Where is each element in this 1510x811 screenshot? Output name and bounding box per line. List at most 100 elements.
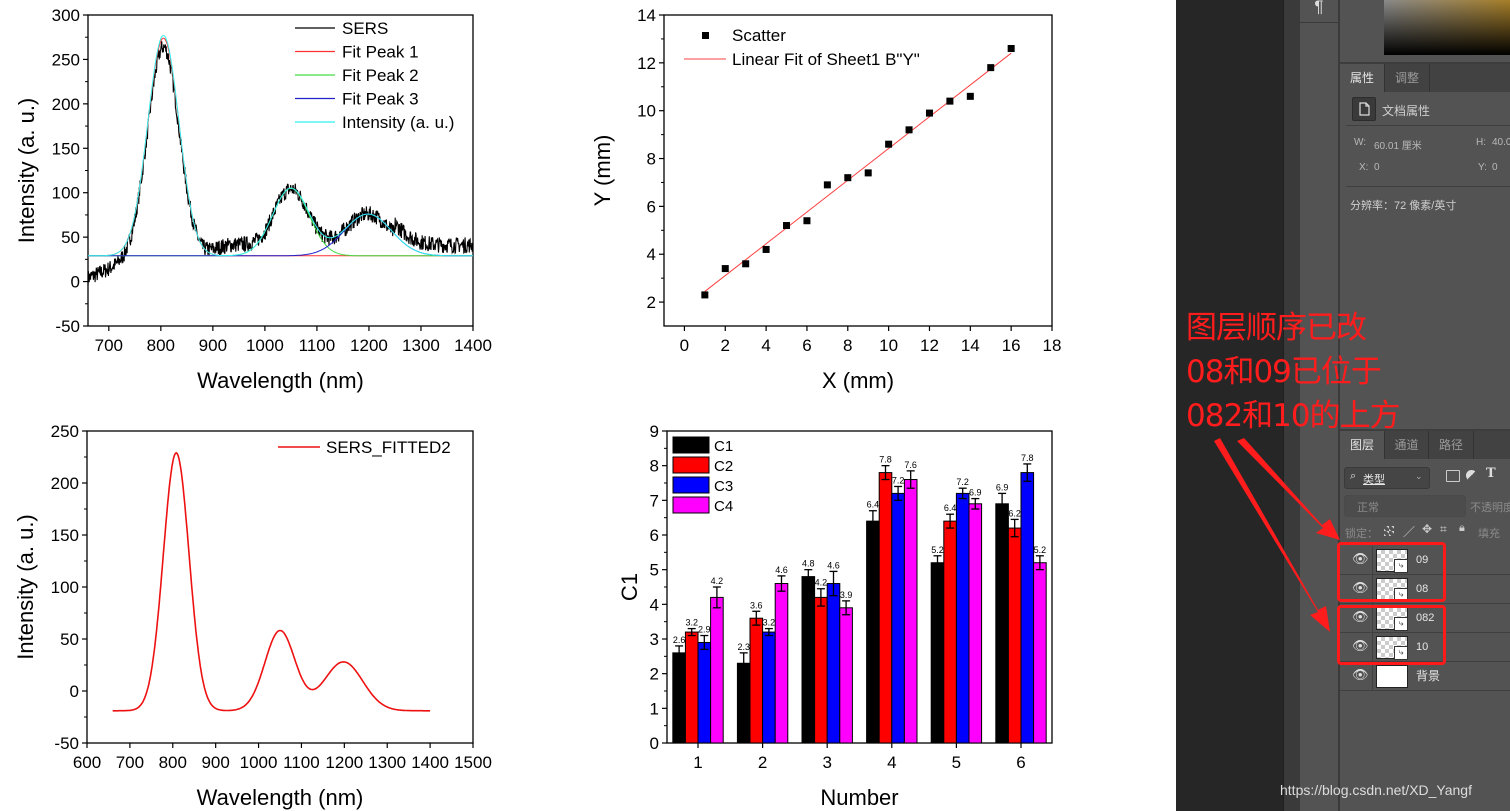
x-tick-label: 5 [952, 753, 961, 772]
image-filter-icon[interactable] [1446, 470, 1460, 482]
bar-c3 [697, 641, 712, 744]
lock-artboard-icon[interactable]: ⌗ [1440, 522, 1447, 536]
layer-filter-dropdown[interactable]: ⌕ 类型 ⌄ [1344, 467, 1430, 489]
layer-row[interactable]: 👁︎ ⤷ 10 [1340, 633, 1510, 662]
adjustment-filter-icon[interactable] [1466, 470, 1477, 481]
x-value[interactable]: 0 [1374, 162, 1380, 173]
layer-name[interactable]: 082 [1416, 612, 1435, 624]
tab-adjustments[interactable]: 调整 [1385, 64, 1430, 92]
x-axis-label: Wavelength (nm) [197, 785, 364, 810]
x-axis-label: Number [820, 785, 898, 810]
y-value[interactable]: 0 [1492, 162, 1498, 173]
scatter-point [823, 181, 831, 189]
bar-c1 [801, 576, 816, 744]
scatter-point [925, 109, 933, 117]
panel-divider-2 [1340, 429, 1510, 431]
document-canvas: -50 0 50 100 150 200 250 300 700 800 900 1000 1100 12… [13, 6, 1062, 810]
color-picker-field[interactable] [1384, 0, 1510, 55]
blend-mode-dropdown[interactable]: 正常 [1344, 495, 1466, 517]
lock-paint-icon[interactable]: ／ [1403, 525, 1416, 539]
layer-row[interactable]: 👁︎ ⤷ 09 [1340, 546, 1510, 575]
x-tick-label: 12 [920, 336, 939, 355]
bar-c2 [1007, 527, 1022, 744]
scatter-point [701, 291, 709, 299]
tab-layers[interactable]: 图层 [1340, 431, 1385, 459]
x-tick-label: 1000 [240, 753, 278, 772]
tab-properties[interactable]: 属性 [1340, 64, 1385, 92]
bar-value-label: 4.2 [711, 576, 724, 586]
legend-label: Scatter [732, 26, 786, 45]
y-axis-label: C1 [617, 573, 642, 601]
x-tick-label: 8 [843, 336, 852, 355]
search-icon: ⌕ [1350, 470, 1357, 482]
collapsed-panel-icons: ¶ [1300, 0, 1340, 811]
x-tick-label: 800 [159, 753, 187, 772]
height-value[interactable]: 40.0 [1492, 137, 1510, 148]
legend-swatch [672, 436, 710, 454]
x-tick-label: 1300 [368, 753, 406, 772]
bar-c2 [814, 596, 828, 744]
layer-row[interactable]: 👁︎ ⤷ 08 [1340, 575, 1510, 604]
bar-c3 [955, 492, 970, 744]
bar-value-label: 5.2 [931, 545, 944, 555]
layer-row[interactable]: 👁︎ ⤷ 082 [1340, 604, 1510, 633]
x-tick-label: 800 [147, 336, 175, 355]
legend-label: Fit Peak 1 [342, 43, 419, 62]
layer-name[interactable]: 08 [1416, 583, 1429, 595]
legend-swatch [672, 496, 710, 514]
text-filter-icon[interactable]: T [1486, 466, 1496, 481]
bar-value-label: 3.2 [685, 618, 698, 628]
fit-line [704, 52, 1012, 292]
lock-move-icon[interactable]: ✥ [1422, 522, 1433, 536]
y-axis-label: Intensity (a. u.) [13, 514, 38, 660]
layer-name[interactable]: 10 [1416, 641, 1429, 653]
bar-c3 [762, 631, 776, 744]
eye-icon[interactable]: 👁︎ [1352, 609, 1369, 624]
lock-transparency-icon[interactable] [1384, 526, 1394, 536]
resolution-text: 分辨率：72 像素/英寸 [1350, 200, 1457, 212]
x-axis-label: X (mm) [822, 368, 894, 393]
bar-value-label: 7.8 [879, 455, 892, 465]
lock-label: 锁定： [1345, 528, 1378, 540]
chevron-down-icon: ⌄ [1415, 471, 1423, 481]
bar-c1 [866, 520, 880, 744]
annotation-line: 082和10的上方 [1186, 398, 1401, 434]
row-separator [1372, 575, 1373, 603]
y-tick-label: 5 [650, 561, 659, 580]
row-separator [1372, 633, 1373, 661]
eye-icon[interactable]: 👁︎ [1352, 551, 1369, 566]
fill-label: 填充 [1478, 528, 1500, 540]
bar-value-label: 4.2 [815, 578, 828, 588]
x-tick-label: 3 [822, 753, 831, 772]
layer-name[interactable]: 09 [1416, 554, 1429, 566]
eye-icon[interactable]: 👁︎ [1352, 667, 1369, 682]
y-tick-label: 2 [647, 293, 656, 312]
tab-paths[interactable]: 路径 [1429, 431, 1474, 459]
layer-row[interactable]: 👁︎ 背景 [1340, 662, 1510, 691]
x-tick-label: 1 [693, 753, 702, 772]
bar-c2 [749, 617, 764, 744]
tab-channels[interactable]: 通道 [1385, 431, 1429, 459]
y-tick-label: 12 [637, 54, 656, 73]
bar-c4 [774, 583, 789, 744]
bar-value-label: 7.2 [892, 475, 905, 485]
y-tick-label: 10 [637, 102, 656, 121]
lock-all-icon[interactable]: 🔒︎ [1459, 522, 1465, 534]
x-tick-label: 1300 [402, 336, 440, 355]
scatter-point [966, 92, 974, 100]
eye-icon[interactable]: 👁︎ [1352, 638, 1369, 653]
paragraph-panel-icon[interactable]: ¶ [1300, 0, 1338, 23]
x-tick-label: 2 [758, 753, 767, 772]
y-tick-label: -50 [54, 734, 79, 753]
x-tick-label: 4 [761, 336, 770, 355]
eye-icon[interactable]: 👁︎ [1352, 580, 1369, 595]
layer-name[interactable]: 背景 [1416, 669, 1441, 683]
document-properties-label: 文档属性 [1382, 104, 1431, 118]
legend-label: C4 [714, 498, 733, 515]
series-line-sers-fitted2 [112, 451, 431, 712]
scatter-point [946, 97, 954, 105]
y-tick-label: 6 [647, 197, 656, 216]
y-tick-label: 50 [61, 228, 80, 247]
width-value[interactable]: 60.01 厘米 [1374, 141, 1422, 152]
y-tick-label: 150 [52, 139, 80, 158]
